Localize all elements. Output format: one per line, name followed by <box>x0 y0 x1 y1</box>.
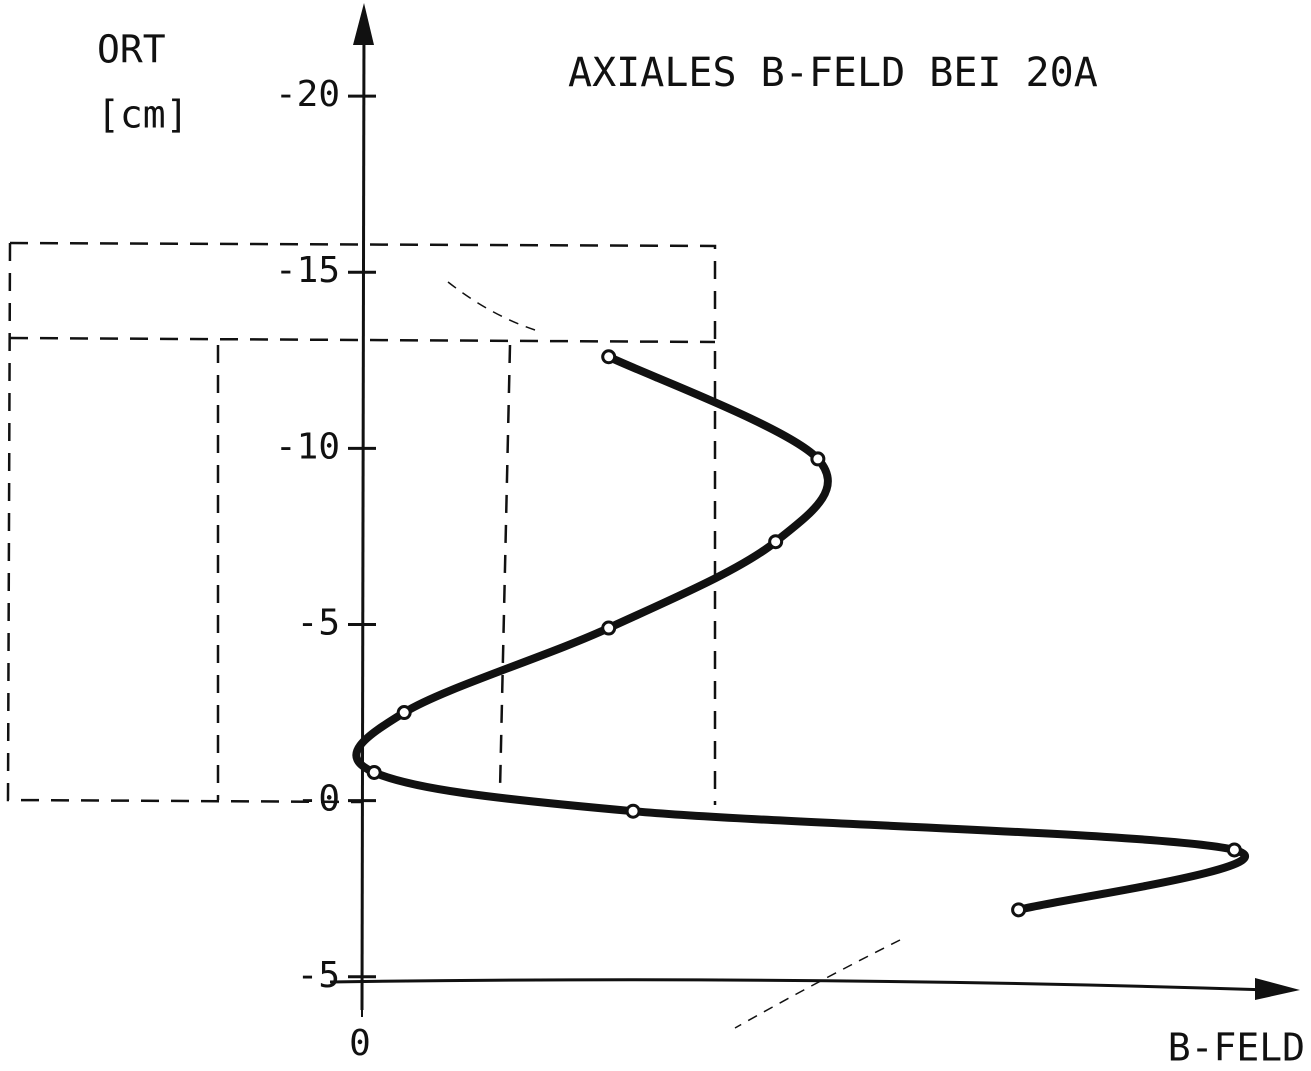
data-point <box>601 620 617 636</box>
y-tick-label: -5 <box>297 955 340 996</box>
data-point <box>1011 902 1027 918</box>
data-point <box>768 534 784 550</box>
y-tick-label: -5 <box>297 602 340 643</box>
y-axis-label: ORT <box>97 28 166 72</box>
y-tick-label: -20 <box>275 74 340 115</box>
data-point <box>1226 842 1242 858</box>
data-line <box>352 352 1249 914</box>
coil-outline <box>6 241 717 805</box>
y-tick-label: -0 <box>297 779 340 820</box>
data-point <box>366 764 382 780</box>
x-axis <box>329 978 1271 992</box>
data-point <box>601 349 617 365</box>
y-tick-label: -10 <box>275 426 340 467</box>
y-axis-label: [cm] <box>97 93 189 137</box>
data-point <box>396 705 412 721</box>
data-point <box>810 451 826 467</box>
x-axis-arrow <box>1255 978 1300 1000</box>
chart-title: AXIALES B-FELD BEI 20A <box>568 50 1098 96</box>
x-tick-label: 0 <box>349 1023 371 1064</box>
y-axis <box>360 19 366 1011</box>
x-axis-label: B-FELD <box>1168 1026 1305 1070</box>
data-point <box>625 803 641 819</box>
extrapolation <box>447 281 536 331</box>
extrapolation <box>734 939 901 1029</box>
y-axis-arrow <box>353 3 374 45</box>
y-tick-label: -15 <box>275 250 340 291</box>
